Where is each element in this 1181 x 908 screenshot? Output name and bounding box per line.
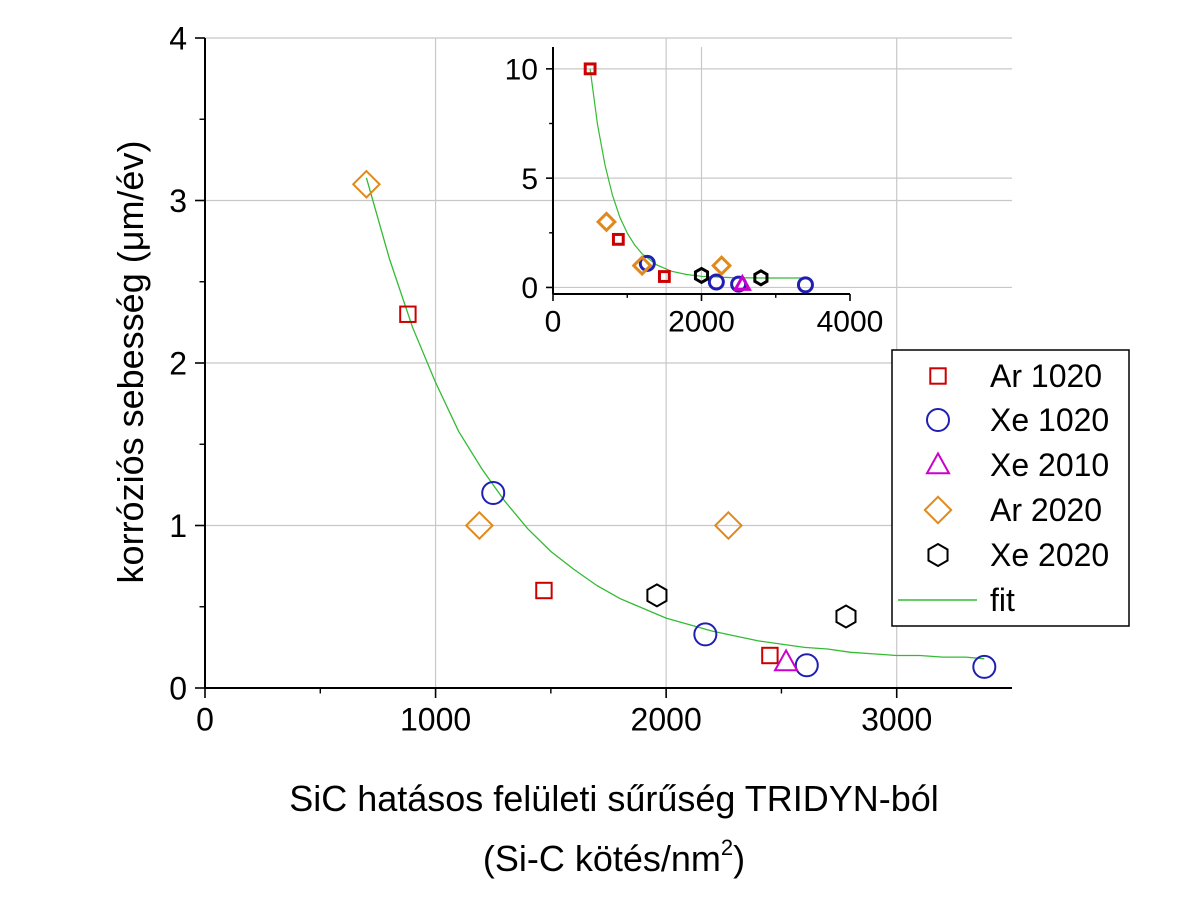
inset-y-tick-label: 0 xyxy=(521,272,538,305)
x-axis-label-line2-end: ) xyxy=(733,838,745,879)
main-point-ar-2020 xyxy=(351,169,382,199)
inset-point-ar-1020 xyxy=(657,270,671,283)
inset-point-xe-1020 xyxy=(707,273,725,291)
x-axis-label-line2: (Si-C kötés/nm2) xyxy=(483,835,745,879)
legend: Ar 1020 Xe 1020 Xe 2010 Ar 2020 Xe 2020 fit xyxy=(891,349,1130,627)
legend-label-ar-2020: Ar 2020 xyxy=(990,492,1102,528)
x-axis-label-line2-sup: 2 xyxy=(721,835,733,860)
main-y-tick-label: 2 xyxy=(169,346,187,382)
inset-y-tick-label: 5 xyxy=(521,163,538,196)
legend-marker-ar-1020 xyxy=(929,367,947,385)
inset-x-tick-label: 2000 xyxy=(668,306,735,339)
main-x-tick-label: 2000 xyxy=(631,702,702,738)
inset-point-ar-2020 xyxy=(711,255,733,277)
inset-point-xe-2020 xyxy=(753,269,769,287)
inset-point-xe-1020 xyxy=(796,276,814,294)
main-point-xe-1020 xyxy=(794,653,819,678)
legend-marker-xe-2020 xyxy=(927,542,949,568)
main-point-ar-1020 xyxy=(399,305,417,323)
inset-point-xe-2010 xyxy=(732,273,752,291)
main-y-tick-label: 0 xyxy=(169,671,187,707)
inset-point-ar-2020 xyxy=(631,255,653,277)
main-y-tick-label: 3 xyxy=(169,183,187,219)
legend-label-fit: fit xyxy=(990,582,1015,618)
main-point-xe-1020 xyxy=(972,654,997,679)
main-point-ar-1020 xyxy=(761,646,779,665)
legend-box xyxy=(891,349,1130,627)
main-point-xe-2020 xyxy=(646,583,668,608)
x-axis-label-line2-base: (Si-C kötés/nm xyxy=(483,838,721,879)
inset-plot: 0 2000 4000 0 5 10 xyxy=(505,47,1012,339)
main-x-tick-label: 3000 xyxy=(861,702,932,738)
legend-label-xe-2020: Xe 2020 xyxy=(990,537,1109,573)
main-y-tick-label: 4 xyxy=(169,21,187,57)
legend-label-xe-1020: Xe 1020 xyxy=(990,402,1109,438)
x-axis-label-line1: SiC hatásos felületi sűrűség TRIDYN-ból xyxy=(289,778,939,819)
legend-marker-ar-2020 xyxy=(923,495,953,525)
main-point-ar-2020 xyxy=(464,510,494,541)
main-x-tick-label: 1000 xyxy=(400,702,471,738)
legend-marker-xe-1020 xyxy=(926,408,950,432)
main-point-ar-1020 xyxy=(535,581,553,600)
main-point-xe-2010 xyxy=(773,648,799,672)
main-point-xe-1020 xyxy=(693,622,718,647)
inset-point-xe-2020 xyxy=(693,266,710,285)
inset-y-tick-label: 10 xyxy=(505,54,538,87)
inset-x-tick-label: 0 xyxy=(545,306,562,339)
legend-marker-xe-2010 xyxy=(925,451,951,475)
main-x-tick-label: 0 xyxy=(196,702,214,738)
inset-point-ar-1020 xyxy=(611,232,625,246)
main-y-tick-label: 1 xyxy=(169,508,187,544)
inset-x-tick-label: 4000 xyxy=(817,306,884,339)
inset-point-ar-1020 xyxy=(583,62,597,76)
inset-point-ar-2020 xyxy=(595,211,617,233)
legend-label-xe-2010: Xe 2010 xyxy=(990,447,1109,483)
main-point-xe-1020 xyxy=(481,481,506,505)
main-point-ar-2020 xyxy=(713,510,744,541)
legend-label-ar-1020: Ar 1020 xyxy=(990,358,1102,394)
main-point-xe-2020 xyxy=(835,604,857,629)
main-fit-line xyxy=(365,177,985,660)
y-axis-label: korróziós sebesség (μm/év) xyxy=(110,141,151,584)
